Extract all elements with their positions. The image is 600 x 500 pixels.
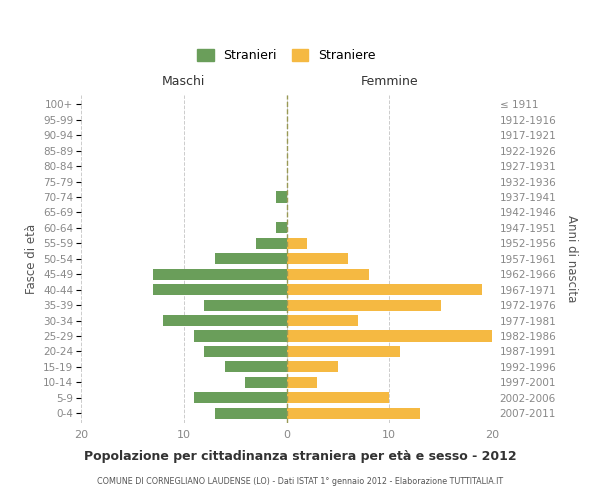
Bar xyxy=(287,392,389,404)
Bar xyxy=(287,238,307,249)
Bar xyxy=(215,408,287,419)
Y-axis label: Anni di nascita: Anni di nascita xyxy=(565,215,578,302)
Text: Maschi: Maschi xyxy=(162,76,205,88)
Bar xyxy=(163,315,287,326)
Bar xyxy=(194,330,287,342)
Text: Popolazione per cittadinanza straniera per età e sesso - 2012: Popolazione per cittadinanza straniera p… xyxy=(83,450,517,463)
Bar xyxy=(287,330,492,342)
Bar xyxy=(287,253,348,264)
Y-axis label: Fasce di età: Fasce di età xyxy=(25,224,38,294)
Bar xyxy=(153,268,287,280)
Bar xyxy=(215,253,287,264)
Bar xyxy=(204,300,287,310)
Bar xyxy=(245,377,287,388)
Bar xyxy=(276,192,287,202)
Bar xyxy=(194,392,287,404)
Legend: Stranieri, Straniere: Stranieri, Straniere xyxy=(194,46,380,66)
Bar xyxy=(256,238,287,249)
Text: COMUNE DI CORNEGLIANO LAUDENSE (LO) - Dati ISTAT 1° gennaio 2012 - Elaborazione : COMUNE DI CORNEGLIANO LAUDENSE (LO) - Da… xyxy=(97,478,503,486)
Bar xyxy=(204,346,287,357)
Bar xyxy=(287,362,338,372)
Bar xyxy=(287,408,420,419)
Bar xyxy=(287,268,369,280)
Bar xyxy=(153,284,287,295)
Bar xyxy=(225,362,287,372)
Bar xyxy=(287,300,440,310)
Bar xyxy=(287,346,400,357)
Bar xyxy=(287,284,482,295)
Text: Femmine: Femmine xyxy=(361,76,418,88)
Bar xyxy=(276,222,287,234)
Bar xyxy=(287,377,317,388)
Bar xyxy=(287,315,358,326)
